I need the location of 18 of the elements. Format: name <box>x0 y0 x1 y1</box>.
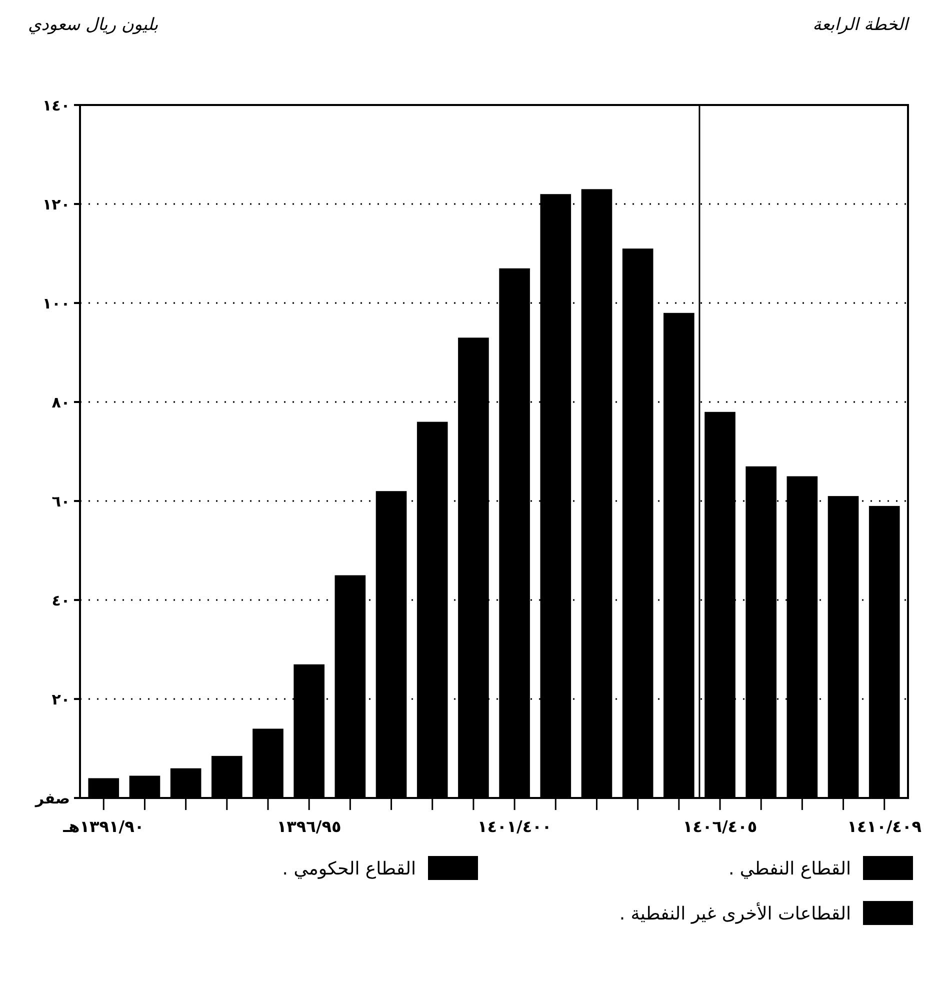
x-tick-label: ١٣٩١/٩٠هـ <box>62 817 144 836</box>
y-tick-label: ١٢٠ <box>42 195 70 214</box>
x-tick-label: ١٤١٠/٤٠٩ <box>847 817 922 836</box>
ref-line-label: الخطة الرابعة <box>812 15 910 35</box>
y-axis-title: بليون ريال سعودي <box>28 15 158 35</box>
text: القطاع الحكومي . <box>282 858 416 880</box>
text: القطاع النفطي . <box>728 858 851 880</box>
y-tick-label: ٨٠ <box>52 393 70 412</box>
y-tick-label: ١٤٠ <box>42 96 70 114</box>
x-tick-label: ١٣٩٦/٩٥ <box>276 817 342 836</box>
x-tick-label: ١٤٠٦/٤٠٥ <box>682 817 758 836</box>
x-tick-label: ١٤٠١/٤٠٠ <box>477 817 552 836</box>
text: القطاعات الأخرى غير النفطية . <box>619 901 851 924</box>
y-tick-label: ٤٠ <box>52 591 70 610</box>
y-tick-label: صفر <box>34 789 70 808</box>
y-tick-label: ٢٠ <box>52 690 70 708</box>
y-tick-label: ٦٠ <box>52 492 70 510</box>
y-tick-label: ١٠٠ <box>42 294 70 312</box>
